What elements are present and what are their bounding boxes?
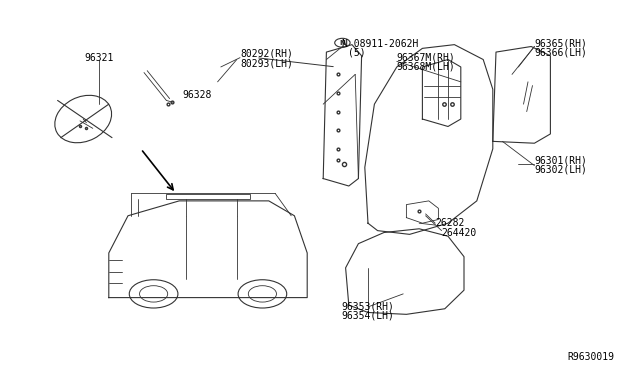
Text: N 08911-2062H: N 08911-2062H	[342, 39, 419, 49]
Text: R9630019: R9630019	[568, 352, 614, 362]
Text: 96353(RH): 96353(RH)	[342, 302, 394, 312]
Text: 96302(LH): 96302(LH)	[534, 165, 588, 174]
Text: 96354(LH): 96354(LH)	[342, 311, 394, 320]
Text: 96321: 96321	[84, 53, 114, 62]
Text: 80293(LH): 80293(LH)	[240, 59, 293, 69]
Text: 96368M(LH): 96368M(LH)	[397, 62, 456, 72]
Text: (5): (5)	[348, 48, 365, 58]
Text: 96366(LH): 96366(LH)	[534, 48, 588, 58]
Text: 96365(RH): 96365(RH)	[534, 39, 588, 49]
Text: 80292(RH): 80292(RH)	[240, 49, 293, 59]
Text: 96367M(RH): 96367M(RH)	[397, 53, 456, 62]
Text: 264420: 264420	[442, 228, 477, 237]
Text: 96328: 96328	[182, 90, 212, 100]
Text: 26282: 26282	[435, 218, 465, 228]
Text: 96301(RH): 96301(RH)	[534, 156, 588, 166]
Text: N: N	[339, 40, 346, 46]
